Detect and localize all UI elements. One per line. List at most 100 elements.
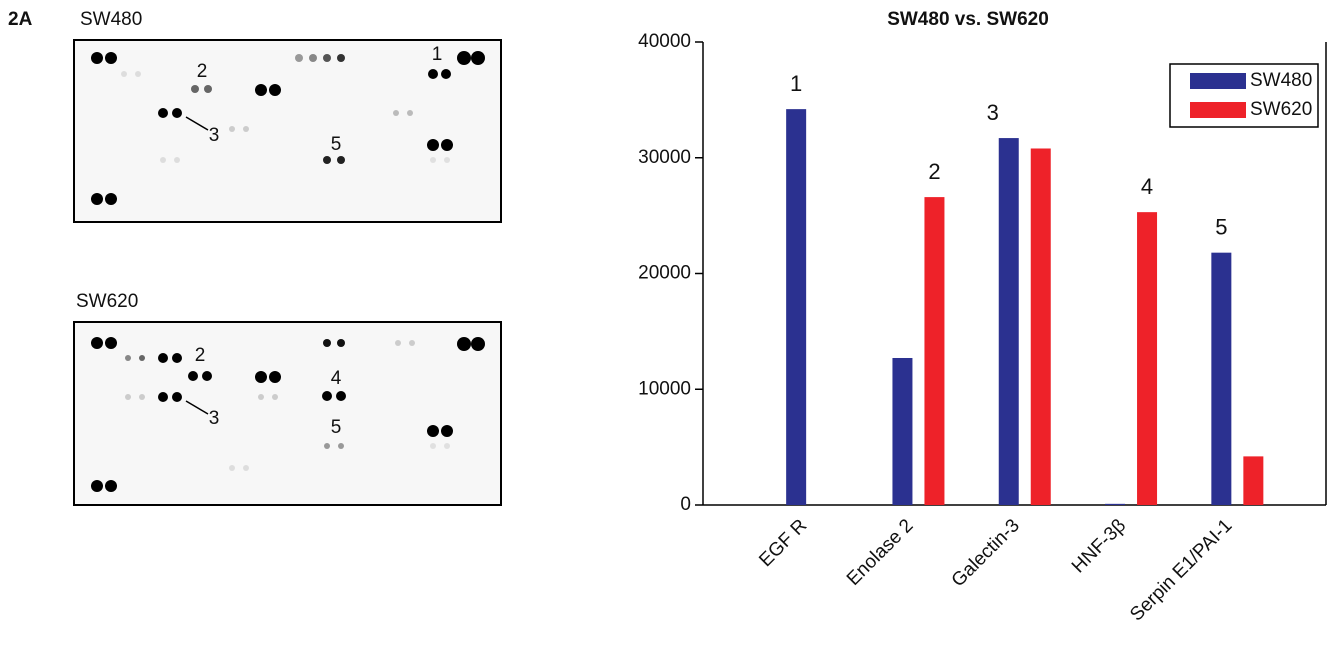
x-tick-label: Galectin-3	[948, 515, 1024, 591]
blot-frame	[74, 40, 501, 222]
bar-annotation: 3	[987, 100, 999, 125]
bar-annotation: 2	[928, 159, 940, 184]
x-tick-label: HNF-3β	[1068, 515, 1130, 577]
blot-spot	[427, 139, 439, 151]
blot-spot	[428, 69, 438, 79]
blot-spot	[269, 371, 281, 383]
blot-spot	[160, 157, 166, 163]
bar	[999, 138, 1019, 505]
blot-spot	[457, 337, 471, 351]
y-tick-label: 0	[680, 494, 691, 515]
x-tick-label: Enolase 2	[843, 515, 918, 590]
blot-spot	[258, 394, 264, 400]
blot-spot	[172, 392, 182, 402]
blot-spot	[336, 391, 346, 401]
blot-spot	[441, 425, 453, 437]
blot-spot	[158, 108, 168, 118]
blot-spot	[337, 339, 345, 347]
blot-spot	[323, 54, 331, 62]
blot-spot	[295, 54, 303, 62]
spot-label: 3	[209, 125, 220, 146]
legend-label: SW620	[1250, 99, 1312, 120]
blot-spot	[407, 110, 413, 116]
blot-label: SW620	[76, 291, 138, 312]
blot-spot	[139, 394, 145, 400]
bar-annotation: 4	[1141, 174, 1153, 199]
spot-label: 5	[331, 417, 342, 438]
blot-spot	[457, 51, 471, 65]
x-tick-label: Serpin E1/PAI-1	[1126, 515, 1236, 625]
blot-spot	[395, 340, 401, 346]
blot-spot	[172, 108, 182, 118]
blot-spot	[188, 371, 198, 381]
blot-spot	[105, 480, 117, 492]
blot-spot	[441, 139, 453, 151]
blot-spot	[243, 465, 249, 471]
blot-spot	[471, 51, 485, 65]
blot-spot	[158, 353, 168, 363]
blot-spot	[393, 110, 399, 116]
bar	[1105, 504, 1125, 505]
blot-spot	[255, 371, 267, 383]
blot-spot	[105, 193, 117, 205]
x-tick-label: EGF R	[755, 515, 811, 571]
blot-spot	[323, 156, 331, 164]
spot-label: 2	[195, 345, 206, 366]
blot-label: SW480	[80, 9, 142, 30]
legend-swatch	[1190, 102, 1246, 118]
blot-spot	[337, 54, 345, 62]
bar-annotation: 1	[790, 71, 802, 96]
blot-spot	[243, 126, 249, 132]
bar-annotation: 5	[1215, 214, 1227, 239]
y-tick-label: 40000	[638, 31, 691, 52]
blot-spot	[125, 394, 131, 400]
bar	[786, 109, 806, 505]
figure-label: 2A	[8, 9, 33, 30]
bar	[924, 197, 944, 505]
blot-spot	[337, 156, 345, 164]
blot-frame	[74, 322, 501, 505]
legend-swatch	[1190, 73, 1246, 89]
blot-spot	[105, 337, 117, 349]
y-tick-label: 10000	[638, 378, 691, 399]
blot-spot	[105, 52, 117, 64]
blot-spot	[139, 355, 145, 361]
blot-spot	[158, 392, 168, 402]
blot-spot	[471, 337, 485, 351]
blot-spot	[409, 340, 415, 346]
blot-spot	[229, 126, 235, 132]
bar	[1137, 212, 1157, 505]
blot-spot	[255, 84, 267, 96]
blot-spot	[191, 85, 199, 93]
spot-label: 4	[331, 368, 342, 389]
blot-spot	[204, 85, 212, 93]
blot-spot	[135, 71, 141, 77]
blot-spot	[323, 339, 331, 347]
spot-label: 2	[197, 61, 208, 82]
chart-title: SW480 vs. SW620	[887, 9, 1049, 30]
spot-label: 1	[432, 44, 443, 65]
y-tick-label: 30000	[638, 147, 691, 168]
bar	[1211, 253, 1231, 505]
blot-spot	[91, 52, 103, 64]
blot-spot	[202, 371, 212, 381]
figure: 2A SW480 SW620 1 2 3 5 2 3 4 5 SW480 vs.…	[0, 0, 1344, 646]
blot-spot	[229, 465, 235, 471]
blot-spot	[430, 157, 436, 163]
blot-spot	[269, 84, 281, 96]
blot-spot	[324, 443, 330, 449]
blot-spot	[444, 443, 450, 449]
bar	[1243, 456, 1263, 505]
bar	[1031, 148, 1051, 505]
blot-spot	[338, 443, 344, 449]
spot-label: 5	[331, 134, 342, 155]
spot-label: 3	[209, 408, 220, 429]
blot-spot	[430, 443, 436, 449]
blot-spot	[125, 355, 131, 361]
blot-spot	[272, 394, 278, 400]
legend-label: SW480	[1250, 70, 1312, 91]
y-tick-label: 20000	[638, 263, 691, 284]
blot-spot	[91, 193, 103, 205]
blot-spot	[172, 353, 182, 363]
blot-spot	[444, 157, 450, 163]
